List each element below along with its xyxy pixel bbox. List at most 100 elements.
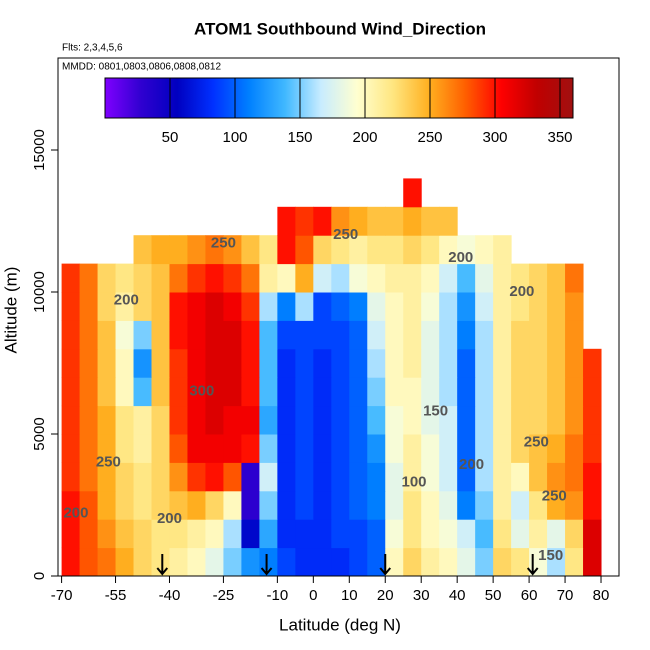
x-tick-label: 30 (413, 587, 430, 604)
heat-cell (205, 519, 224, 549)
heat-cell (529, 405, 548, 435)
heat-cell (223, 519, 242, 549)
heat-cell (79, 405, 99, 435)
plot-frame (57, 57, 620, 577)
heat-cell (403, 348, 422, 378)
heat-cell (367, 377, 386, 407)
heat-cell (547, 405, 566, 435)
heat-cell (277, 462, 296, 492)
heat-cell (565, 519, 584, 549)
heat-cell (205, 405, 224, 435)
heat-cell (241, 320, 260, 350)
contour-label: 250 (333, 226, 358, 243)
heat-cell (511, 348, 530, 378)
heat-cell (223, 490, 242, 520)
heat-cell (583, 377, 602, 407)
heat-cell (583, 434, 602, 463)
x-tick-label: 50 (485, 587, 502, 604)
heat-cell (61, 547, 81, 577)
heat-cell (223, 377, 242, 407)
heatmap (61, 178, 602, 577)
heat-cell (475, 263, 494, 293)
heat-cell (79, 320, 99, 350)
x-tick-label: 40 (449, 587, 466, 604)
heat-cell (61, 462, 81, 492)
heat-cell (133, 519, 152, 549)
heat-cell (277, 348, 296, 378)
x-tick-label: 0 (309, 587, 317, 604)
contour-label: 250 (524, 433, 549, 450)
heat-cell (151, 377, 170, 407)
heat-cell (583, 547, 602, 577)
heat-cell (457, 519, 476, 549)
y-tick-label: 15000 (31, 129, 48, 171)
heat-cell (259, 292, 278, 321)
heat-cell (349, 462, 368, 492)
heat-cell (475, 320, 494, 350)
heat-cell (511, 462, 530, 492)
heat-cell (421, 320, 440, 350)
heat-cell (565, 490, 584, 520)
colorbar-tick-label: 100 (222, 129, 247, 146)
heat-cell (187, 348, 206, 378)
heat-cell (187, 263, 206, 293)
heat-cell (61, 377, 81, 407)
heat-cell (457, 292, 476, 321)
heat-cell (565, 434, 584, 463)
heat-cell (403, 405, 422, 435)
heat-cell (295, 235, 314, 265)
heat-cell (349, 434, 368, 463)
chart-title: ATOM1 Southbound Wind_Direction (194, 19, 486, 38)
heat-cell (295, 519, 314, 549)
contour-label: 250 (96, 453, 121, 470)
x-tick-label: 70 (557, 587, 574, 604)
heat-cell (331, 377, 350, 407)
heat-cell (133, 547, 152, 577)
x-tick-label: -55 (105, 587, 127, 604)
heat-cell (79, 462, 99, 492)
subtitle: Flts: 2,3,4,5,6 (62, 43, 123, 54)
heat-cell (331, 292, 350, 321)
heat-cell (295, 263, 314, 293)
heat-cell (169, 263, 188, 293)
heat-cell (277, 320, 296, 350)
heat-cell (511, 547, 530, 577)
heat-cell (547, 462, 566, 492)
heat-cell (313, 377, 332, 407)
contour-label: 250 (542, 487, 567, 504)
heat-cell (187, 434, 206, 463)
heat-cell (493, 462, 512, 492)
heat-cell (547, 519, 566, 549)
heat-cell (475, 462, 494, 492)
heat-cell (349, 490, 368, 520)
heat-cell (547, 547, 566, 577)
heat-cell (313, 263, 332, 293)
heat-cell (313, 405, 332, 435)
heat-cell (439, 547, 458, 577)
heat-cell (511, 490, 530, 520)
heat-cell (349, 519, 368, 549)
heat-cell (61, 320, 81, 350)
heat-cell (367, 206, 386, 236)
heat-cell (331, 348, 350, 378)
heat-cell (115, 263, 135, 293)
heat-cell (97, 348, 117, 378)
x-tick-label: -25 (213, 587, 235, 604)
heat-cell (493, 348, 512, 378)
heat-cell (493, 405, 512, 435)
heat-cell (79, 519, 99, 549)
heat-cell (493, 519, 512, 549)
heat-cell (313, 206, 332, 236)
flight-marker (379, 554, 392, 576)
heat-cell (79, 490, 99, 520)
heat-cell (169, 235, 188, 265)
heat-cell (313, 519, 332, 549)
heat-cell (385, 320, 404, 350)
heat-cell (151, 320, 170, 350)
heat-cell (349, 405, 368, 435)
heat-cell (187, 462, 206, 492)
heat-cell (115, 405, 135, 435)
heat-cell (115, 547, 135, 577)
heat-cell (241, 405, 260, 435)
